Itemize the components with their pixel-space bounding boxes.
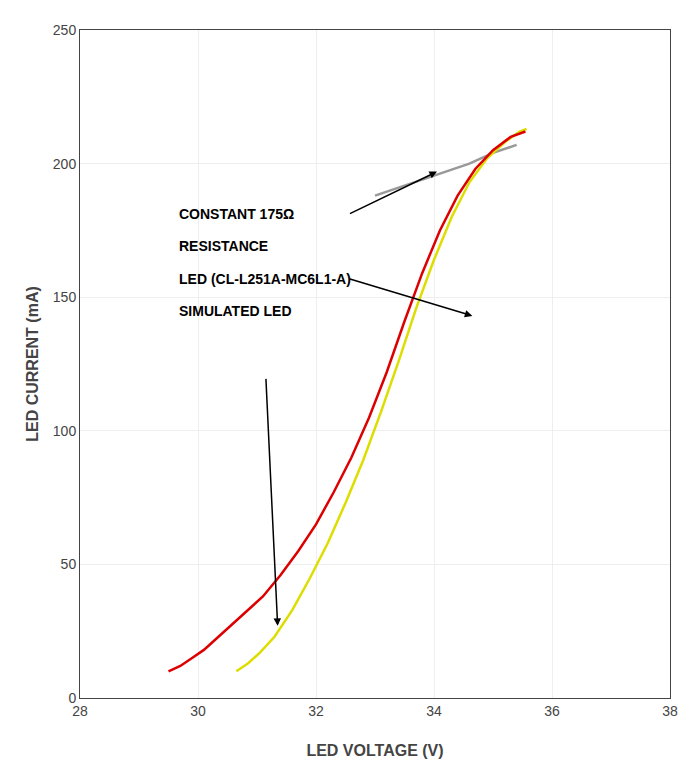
- svg-text:150: 150: [53, 289, 77, 305]
- svg-text:RESISTANCE: RESISTANCE: [179, 238, 268, 254]
- svg-text:28: 28: [72, 703, 88, 719]
- svg-text:250: 250: [53, 22, 77, 38]
- svg-text:LED (CL-L251A-MC6L1-A): LED (CL-L251A-MC6L1-A): [179, 271, 351, 287]
- svg-text:LED CURRENT (mA): LED CURRENT (mA): [24, 286, 41, 442]
- svg-text:34: 34: [426, 703, 442, 719]
- svg-text:30: 30: [190, 703, 206, 719]
- svg-text:100: 100: [53, 423, 77, 439]
- svg-text:38: 38: [662, 703, 678, 719]
- svg-text:32: 32: [308, 703, 324, 719]
- svg-text:CONSTANT 175Ω: CONSTANT 175Ω: [179, 206, 294, 222]
- svg-text:SIMULATED LED: SIMULATED LED: [179, 303, 292, 319]
- svg-text:200: 200: [53, 156, 77, 172]
- svg-text:36: 36: [544, 703, 560, 719]
- svg-text:LED VOLTAGE (V): LED VOLTAGE (V): [306, 742, 443, 759]
- svg-text:0: 0: [68, 690, 76, 706]
- svg-text:50: 50: [61, 556, 77, 572]
